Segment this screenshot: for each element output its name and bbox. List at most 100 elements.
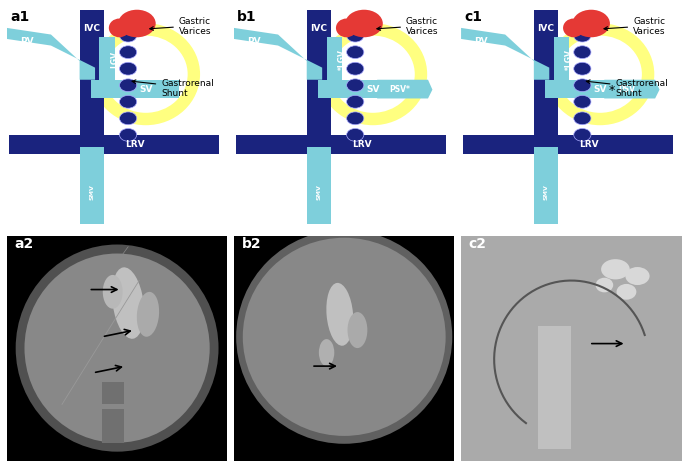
Text: c2: c2 bbox=[469, 236, 487, 250]
FancyBboxPatch shape bbox=[534, 148, 558, 225]
Ellipse shape bbox=[347, 80, 364, 93]
Ellipse shape bbox=[595, 278, 613, 293]
FancyBboxPatch shape bbox=[461, 236, 682, 461]
Text: Gastric
Varices: Gastric Varices bbox=[377, 17, 438, 36]
Polygon shape bbox=[461, 29, 549, 81]
Ellipse shape bbox=[347, 63, 364, 76]
Ellipse shape bbox=[616, 284, 636, 300]
Ellipse shape bbox=[331, 37, 415, 113]
Text: Gastrorenal
Shunt: Gastrorenal Shunt bbox=[586, 79, 668, 98]
Ellipse shape bbox=[319, 339, 334, 366]
Ellipse shape bbox=[103, 275, 123, 309]
Text: IVC: IVC bbox=[310, 25, 327, 33]
FancyBboxPatch shape bbox=[90, 81, 179, 99]
Text: SMV: SMV bbox=[89, 184, 95, 200]
Ellipse shape bbox=[336, 19, 357, 38]
Ellipse shape bbox=[347, 30, 364, 43]
Text: PV: PV bbox=[247, 37, 260, 45]
Ellipse shape bbox=[558, 37, 642, 113]
Ellipse shape bbox=[625, 268, 649, 285]
Text: PV: PV bbox=[474, 37, 488, 45]
FancyBboxPatch shape bbox=[7, 236, 227, 461]
Text: SV: SV bbox=[593, 85, 607, 94]
FancyBboxPatch shape bbox=[463, 136, 673, 154]
Text: Gastrorenal
Shunt: Gastrorenal Shunt bbox=[132, 79, 214, 98]
Ellipse shape bbox=[236, 231, 452, 444]
Ellipse shape bbox=[347, 113, 364, 125]
Ellipse shape bbox=[119, 30, 137, 43]
Ellipse shape bbox=[119, 129, 137, 142]
Ellipse shape bbox=[93, 25, 199, 125]
Ellipse shape bbox=[109, 19, 129, 38]
FancyBboxPatch shape bbox=[9, 136, 219, 154]
FancyBboxPatch shape bbox=[545, 81, 633, 99]
Polygon shape bbox=[371, 81, 432, 99]
Ellipse shape bbox=[601, 260, 630, 280]
Ellipse shape bbox=[119, 113, 137, 125]
Ellipse shape bbox=[137, 292, 159, 337]
Ellipse shape bbox=[347, 129, 364, 142]
FancyBboxPatch shape bbox=[79, 11, 104, 154]
FancyBboxPatch shape bbox=[236, 136, 446, 154]
Text: LRV: LRV bbox=[125, 140, 145, 149]
FancyBboxPatch shape bbox=[307, 148, 331, 225]
Ellipse shape bbox=[347, 313, 367, 348]
Text: PSV: PSV bbox=[618, 85, 635, 94]
FancyBboxPatch shape bbox=[553, 38, 569, 88]
Text: SMV: SMV bbox=[316, 184, 321, 200]
FancyBboxPatch shape bbox=[101, 382, 124, 405]
Ellipse shape bbox=[574, 129, 591, 142]
Text: LGV: LGV bbox=[110, 51, 119, 68]
Ellipse shape bbox=[573, 11, 610, 38]
Circle shape bbox=[25, 254, 210, 443]
Ellipse shape bbox=[574, 63, 591, 76]
Text: SMV: SMV bbox=[543, 184, 549, 200]
Polygon shape bbox=[7, 29, 95, 81]
Text: LRV: LRV bbox=[579, 140, 599, 149]
FancyBboxPatch shape bbox=[234, 236, 454, 461]
FancyBboxPatch shape bbox=[318, 81, 406, 99]
Text: IVC: IVC bbox=[84, 25, 100, 33]
Ellipse shape bbox=[104, 37, 188, 113]
Text: LRV: LRV bbox=[352, 140, 372, 149]
Ellipse shape bbox=[242, 238, 446, 436]
Ellipse shape bbox=[574, 80, 591, 93]
FancyBboxPatch shape bbox=[534, 11, 558, 154]
Ellipse shape bbox=[320, 25, 426, 125]
Ellipse shape bbox=[119, 96, 137, 109]
Text: IVC: IVC bbox=[538, 25, 554, 33]
Ellipse shape bbox=[547, 25, 653, 125]
Ellipse shape bbox=[326, 283, 353, 346]
Text: b2: b2 bbox=[242, 236, 261, 250]
Polygon shape bbox=[234, 29, 322, 81]
Circle shape bbox=[16, 245, 219, 452]
Text: SV: SV bbox=[139, 85, 153, 94]
Ellipse shape bbox=[119, 63, 137, 76]
Ellipse shape bbox=[574, 30, 591, 43]
Text: Gastric
Varices: Gastric Varices bbox=[150, 17, 212, 36]
Ellipse shape bbox=[345, 11, 383, 38]
FancyBboxPatch shape bbox=[327, 38, 342, 88]
Ellipse shape bbox=[119, 80, 137, 93]
Text: *LGV: *LGV bbox=[338, 49, 347, 70]
Ellipse shape bbox=[347, 96, 364, 109]
FancyBboxPatch shape bbox=[461, 236, 682, 461]
Text: PSV*: PSV* bbox=[389, 85, 410, 94]
Text: *LGV: *LGV bbox=[564, 49, 573, 70]
Text: b1: b1 bbox=[237, 10, 257, 24]
Ellipse shape bbox=[112, 268, 144, 339]
Text: c1: c1 bbox=[464, 10, 482, 24]
Text: *: * bbox=[609, 84, 615, 97]
Ellipse shape bbox=[563, 19, 584, 38]
FancyBboxPatch shape bbox=[101, 409, 124, 443]
Polygon shape bbox=[598, 81, 660, 99]
Ellipse shape bbox=[119, 11, 155, 38]
Text: SV: SV bbox=[366, 85, 379, 94]
Ellipse shape bbox=[574, 96, 591, 109]
Text: a2: a2 bbox=[14, 236, 34, 250]
Ellipse shape bbox=[574, 113, 591, 125]
Text: PV: PV bbox=[20, 37, 34, 45]
FancyBboxPatch shape bbox=[79, 148, 104, 225]
Text: Gastric
Varices: Gastric Varices bbox=[604, 17, 666, 36]
FancyBboxPatch shape bbox=[307, 11, 331, 154]
